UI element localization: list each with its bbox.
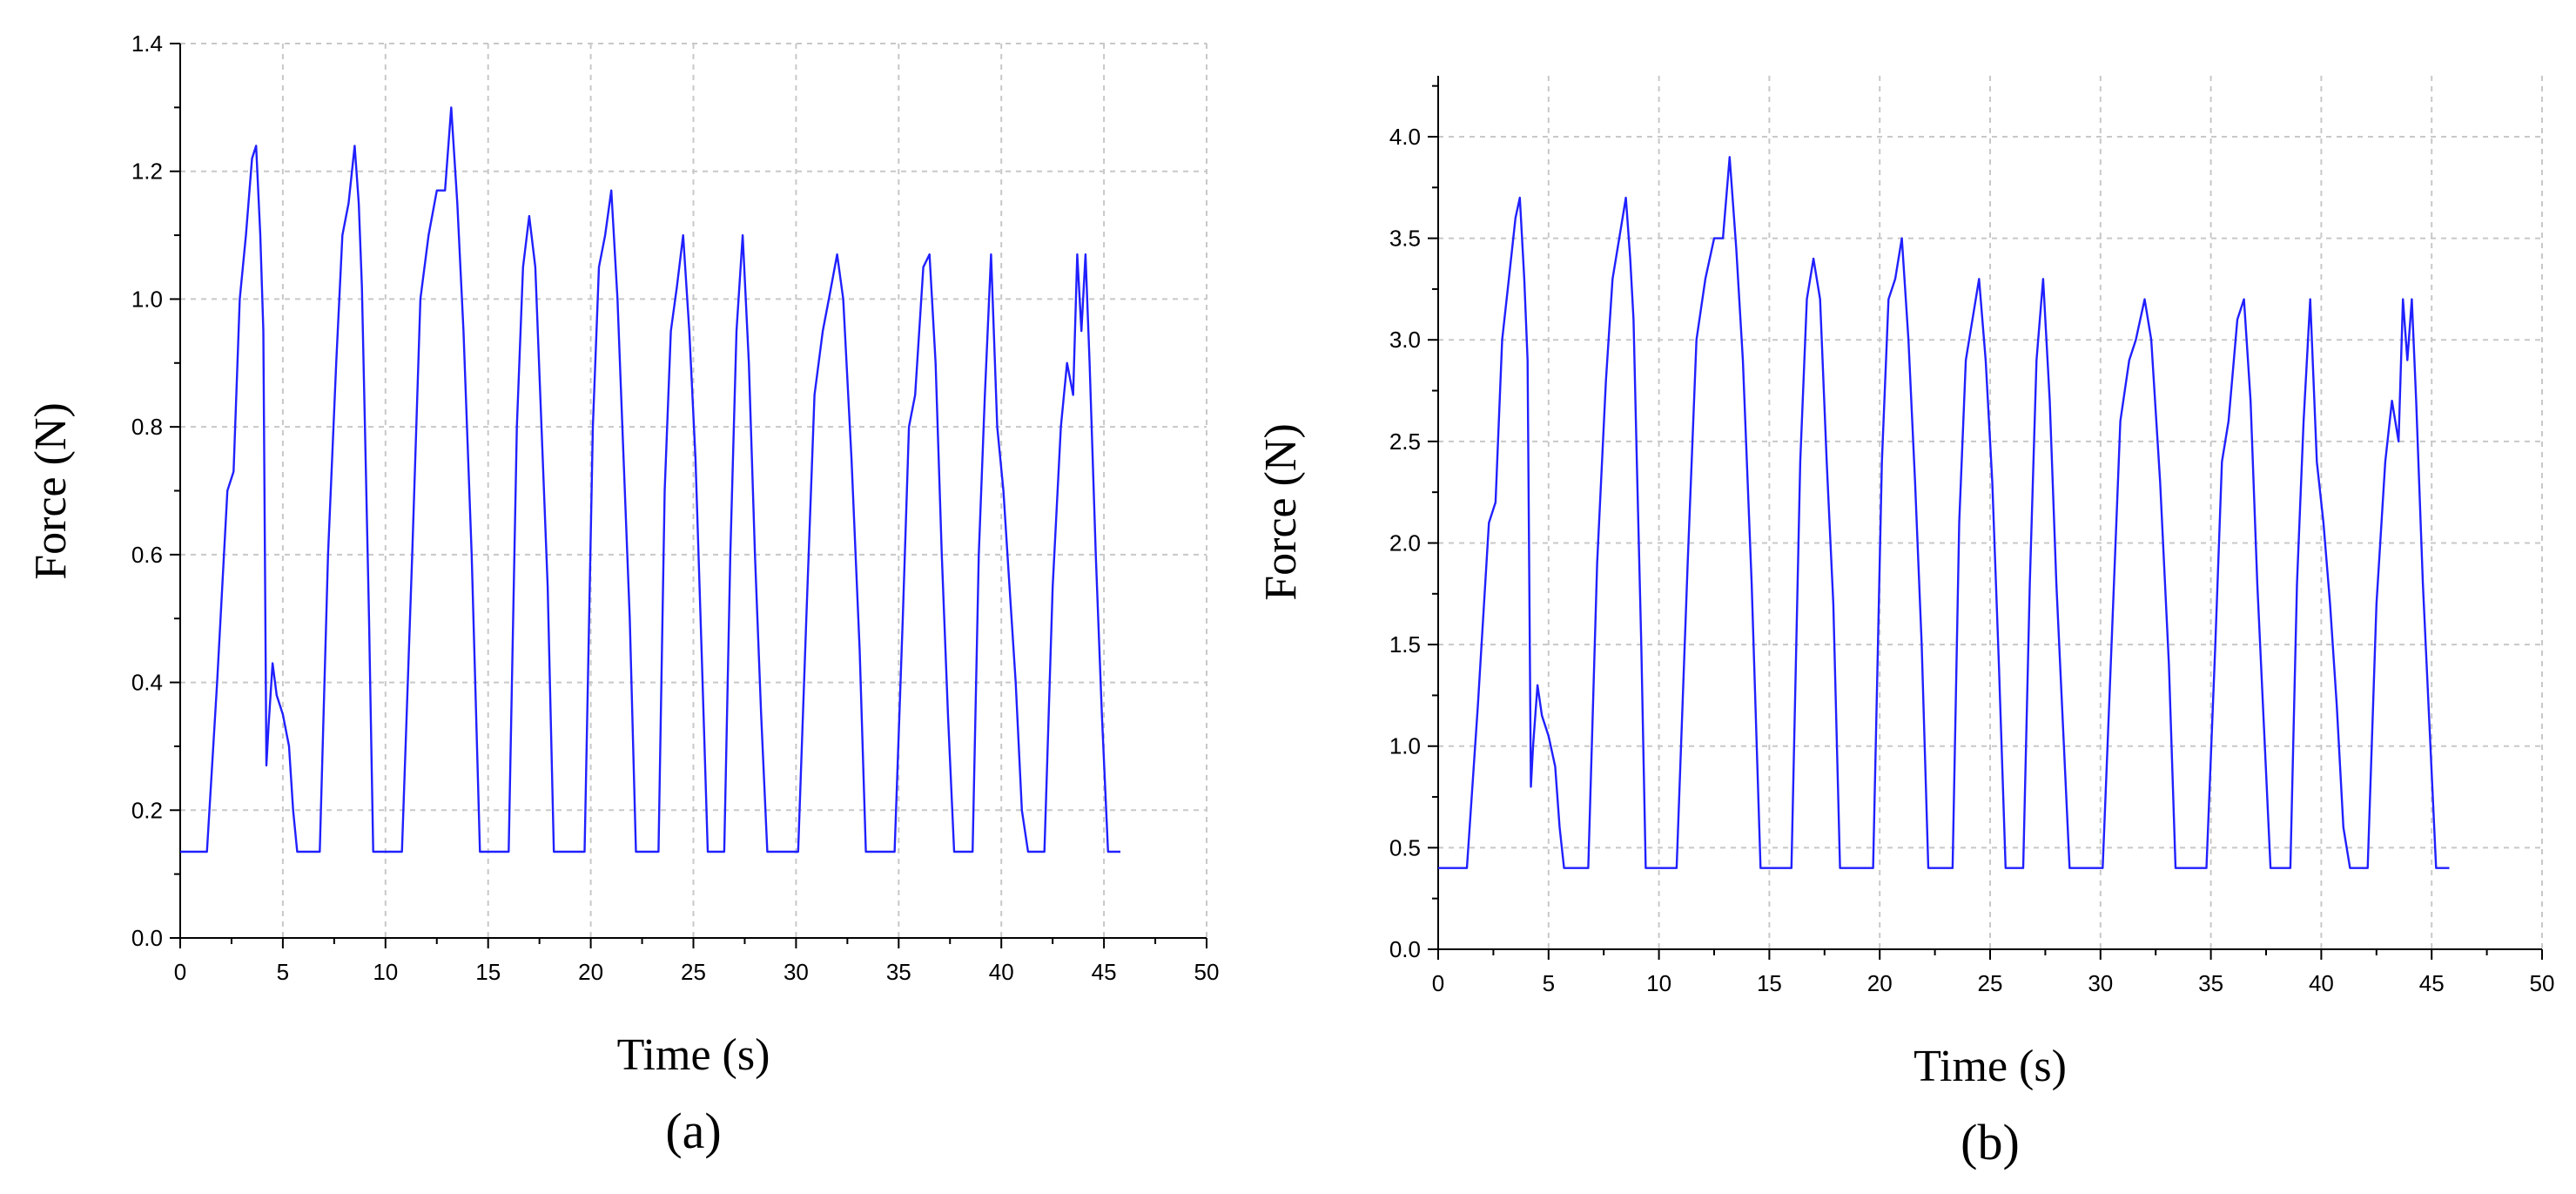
panel-label-b: (b) bbox=[1961, 1114, 2020, 1170]
x-axis-title: Time (s) bbox=[1914, 1042, 2067, 1091]
y-tick-label: 3.0 bbox=[1389, 327, 1421, 353]
x-tick-label: 30 bbox=[784, 959, 809, 985]
x-tick-label: 0 bbox=[174, 959, 186, 985]
y-tick-label: 1.0 bbox=[131, 286, 163, 312]
y-tick-label: 4.0 bbox=[1389, 124, 1421, 150]
y-tick-label: 2.5 bbox=[1389, 428, 1421, 455]
series-line-b bbox=[1438, 156, 2450, 869]
x-tick-label: 35 bbox=[886, 959, 911, 985]
x-tick-label: 35 bbox=[2198, 970, 2223, 996]
y-tick-label: 1.0 bbox=[1389, 733, 1421, 759]
x-tick-label: 45 bbox=[2419, 970, 2445, 996]
x-tick-label: 15 bbox=[475, 959, 501, 985]
x-tick-label: 20 bbox=[578, 959, 603, 985]
y-tick-label: 0.5 bbox=[1389, 834, 1421, 860]
x-tick-label: 5 bbox=[1543, 970, 1555, 996]
x-tick-label: 30 bbox=[2088, 970, 2113, 996]
y-tick-label: 2.0 bbox=[1389, 530, 1421, 556]
x-tick-label: 45 bbox=[1092, 959, 1117, 985]
y-tick-label: 1.2 bbox=[131, 159, 163, 185]
y-axis-title: Force (N) bbox=[26, 402, 76, 580]
x-tick-label: 40 bbox=[989, 959, 1014, 985]
x-tick-label: 10 bbox=[1646, 970, 1671, 996]
x-tick-label: 40 bbox=[2309, 970, 2334, 996]
x-tick-label: 25 bbox=[1978, 970, 2003, 996]
x-tick-label: 25 bbox=[681, 959, 706, 985]
x-tick-label: 0 bbox=[1432, 970, 1444, 996]
x-tick-label: 50 bbox=[1194, 959, 1220, 985]
x-axis-title: Time (s) bbox=[617, 1030, 770, 1080]
y-tick-label: 3.5 bbox=[1389, 226, 1421, 252]
x-tick-label: 10 bbox=[373, 959, 398, 985]
chart-panel-b: 0 5 10 15 20 25 30 35 40 45 50 0.0 0.5 1.0 1.5 2.0 2.5 3.… bbox=[1256, 76, 2554, 1170]
x-tick-label: 5 bbox=[277, 959, 289, 985]
y-tick-label: 1.4 bbox=[131, 30, 163, 57]
panel-label-a: (a) bbox=[665, 1103, 721, 1159]
y-axis-title: Force (N) bbox=[1256, 423, 1306, 601]
y-tick-label: 0.8 bbox=[131, 414, 163, 440]
x-tick-label: 15 bbox=[1757, 970, 1782, 996]
y-tick-label: 1.5 bbox=[1389, 631, 1421, 658]
y-tick-label: 0.0 bbox=[1389, 936, 1421, 962]
series-line-a bbox=[180, 106, 1120, 853]
y-tick-label: 0.6 bbox=[131, 542, 163, 568]
x-tick-label: 50 bbox=[2530, 970, 2555, 996]
y-tick-label: 0.2 bbox=[131, 797, 163, 823]
x-tick-label: 20 bbox=[1867, 970, 1893, 996]
y-tick-label: 0.0 bbox=[131, 925, 163, 951]
y-tick-label: 0.4 bbox=[131, 670, 163, 696]
chart-panel-a: 0 5 10 15 20 25 30 35 40 45 50 0.0 0.2 0.4 0.6 0.8 1.0 1.… bbox=[26, 30, 1219, 1159]
